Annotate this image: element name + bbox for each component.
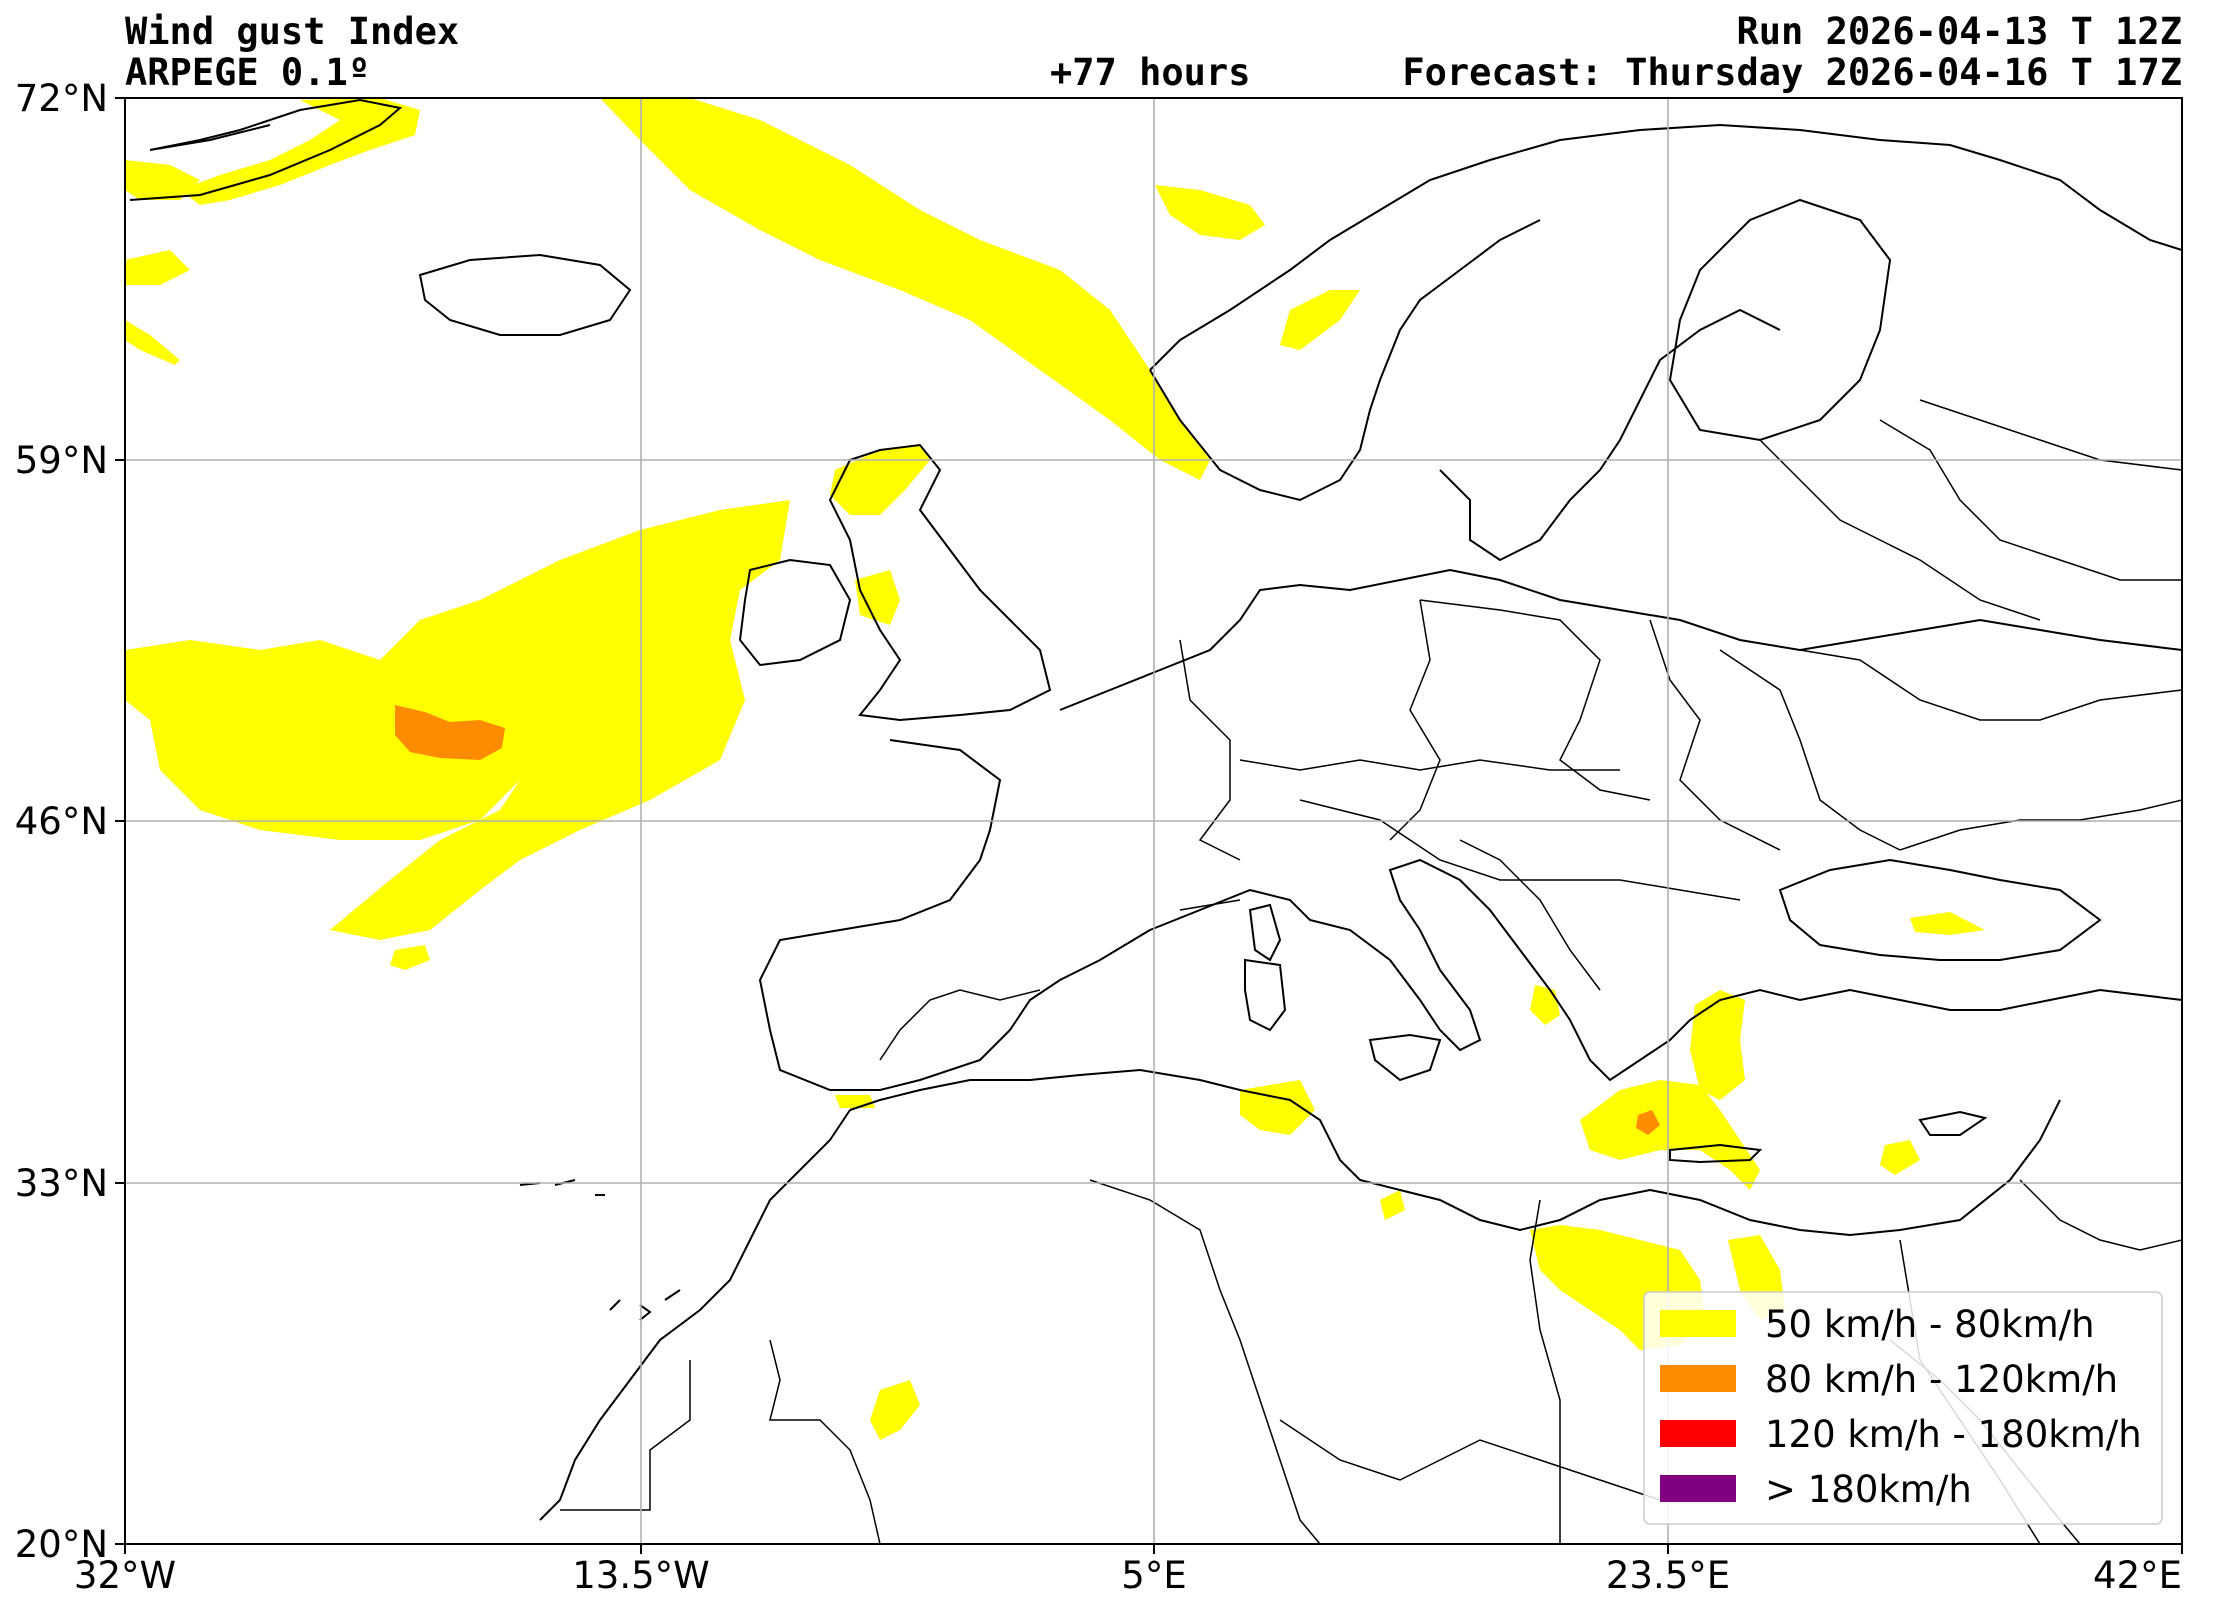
lead-time: +77 hours	[1050, 51, 1251, 94]
gust-area-atlantic-storm	[125, 500, 790, 940]
graticule	[125, 98, 2182, 1544]
legend-label-50-80: 50 km/h - 80km/h	[1765, 1303, 2095, 1346]
legend-label-120-180: 120 km/h - 180km/h	[1765, 1413, 2142, 1456]
lon-tick-13-5w: 13.5°W	[572, 1554, 709, 1597]
legend-box	[1643, 1291, 2163, 1525]
legend-label-over-180: > 180km/h	[1765, 1468, 1972, 1511]
legend: 50 km/h - 80km/h 80 km/h - 120km/h 120 k…	[1643, 1291, 2163, 1525]
country-borders	[560, 399, 2182, 1544]
tick-marks	[115, 97, 2183, 1554]
legend-swatch-50-80	[1660, 1310, 1736, 1337]
coastlines	[129, 98, 2182, 1521]
lat-tick-labels: 72°N 59°N 46°N 33°N 20°N	[15, 77, 108, 1566]
lon-tick-5e: 5°E	[1121, 1554, 1186, 1597]
legend-label-80-120: 80 km/h - 120km/h	[1765, 1358, 2118, 1401]
legend-swatch-80-120	[1660, 1365, 1736, 1392]
lat-tick-20: 20°N	[15, 1523, 108, 1566]
gust-area-orange-core	[395, 705, 505, 760]
gust-area-north-atlantic	[600, 98, 1210, 480]
lat-tick-59: 59°N	[15, 439, 108, 482]
gust-areas	[125, 98, 1985, 1440]
lat-tick-72: 72°N	[15, 77, 108, 120]
model-name: ARPEGE 0.1º	[125, 51, 371, 94]
lon-tick-32w: 32°W	[74, 1554, 176, 1597]
run-time: Run 2026-04-13 T 12Z	[1736, 10, 2182, 53]
legend-swatch-over-180	[1660, 1475, 1736, 1502]
map-title: Wind gust Index	[125, 10, 460, 53]
forecast-time: Forecast: Thursday 2026-04-16 T 17Z	[1402, 51, 2182, 94]
legend-swatch-120-180	[1660, 1420, 1736, 1447]
lat-tick-33: 33°N	[15, 1162, 108, 1205]
gust-area-ionian	[1580, 1080, 1760, 1190]
lat-tick-46: 46°N	[15, 800, 108, 843]
lon-tick-labels: 32°W 13.5°W 5°E 23.5°E 42°E	[74, 1554, 2182, 1597]
lon-tick-42e: 42°E	[2093, 1554, 2182, 1597]
lon-tick-23-5e: 23.5°E	[1606, 1554, 1730, 1597]
